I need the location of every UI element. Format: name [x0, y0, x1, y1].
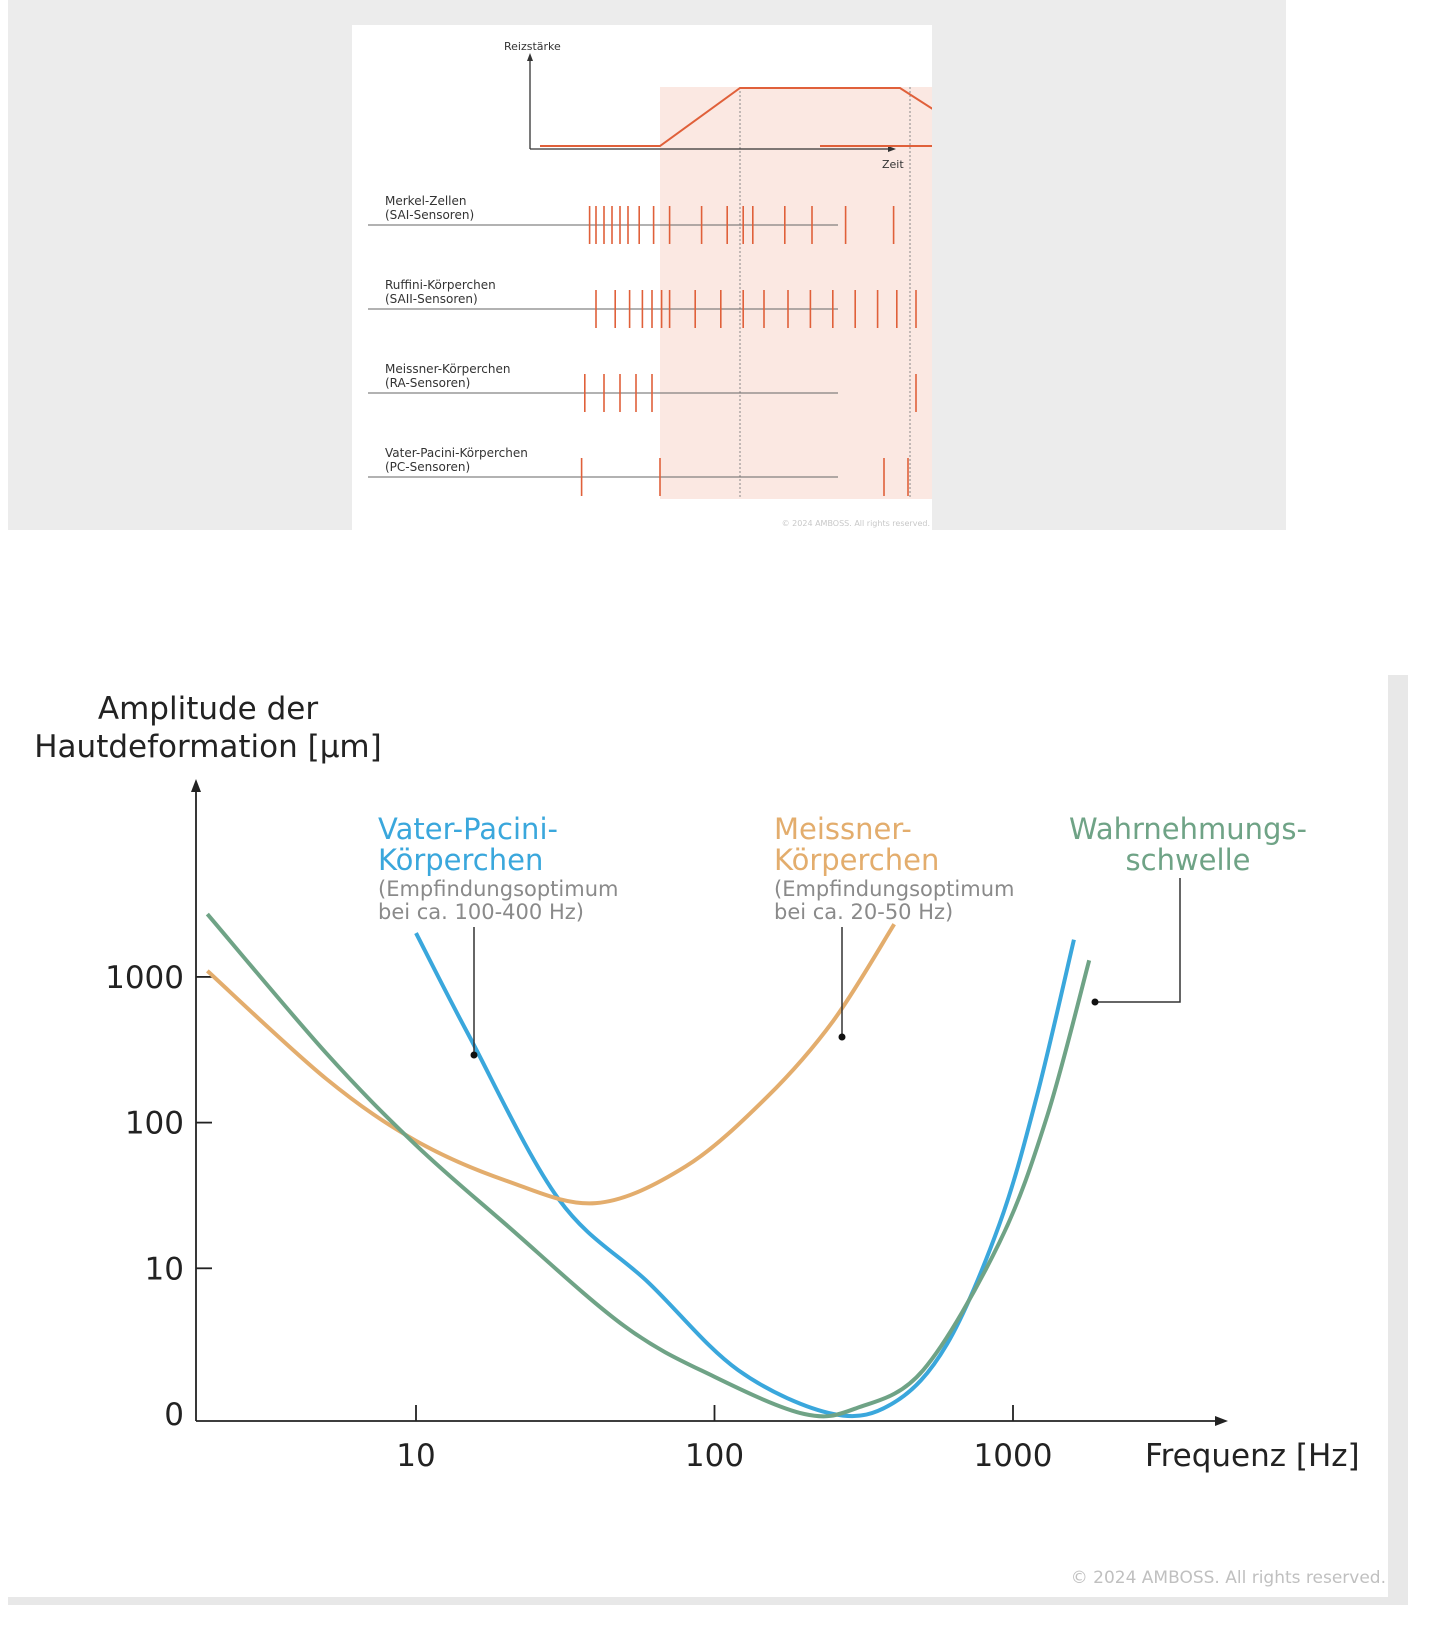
raster-label: Ruffini-Körperchen — [385, 278, 496, 292]
leader-threshold — [1095, 878, 1181, 1003]
y-axis-title-line1: Amplitude der — [98, 691, 318, 727]
raster-sublabel: (PC-Sensoren) — [385, 460, 470, 474]
top-copyright: © 2024 AMBOSS. All rights reserved. — [782, 519, 930, 528]
y-tick-label: 100 — [125, 1106, 184, 1142]
note-pacini-line2: bei ca. 100-400 Hz) — [378, 900, 584, 924]
stimulus-y-axis-label: Reizstärke — [504, 40, 561, 53]
raster-sublabel: (RA-Sensoren) — [385, 376, 470, 390]
receptor-firing-diagram: Reizstärke Zeit Merkel-Zellen (SAI-Sensor… — [352, 25, 994, 530]
raster-sublabel: (SAI-Sensoren) — [385, 208, 474, 222]
x-tick-label: 1000 — [974, 1438, 1053, 1474]
series-curve — [206, 923, 896, 1206]
note-meissner-line1: (Empfindungsoptimum — [774, 877, 1014, 901]
y-axis-title-line2: Hautdeformation [μm] — [34, 729, 381, 765]
x-tick-label: 100 — [685, 1438, 744, 1474]
leader-threshold-dot — [1091, 998, 1099, 1006]
label-meissner-line2: Körperchen — [774, 843, 939, 877]
label-pacini-line1: Vater-Pacini- — [378, 812, 558, 846]
y-tick-label: 1000 — [105, 960, 184, 996]
series-curve — [414, 932, 1076, 1419]
series-curve — [205, 912, 1092, 1419]
stimulus-x-axis-arrow — [888, 146, 896, 152]
x-axis-title: Frequenz [Hz] — [1145, 1438, 1360, 1474]
stimulus-y-axis-arrow — [527, 53, 533, 61]
leader-pacini-dot — [470, 1051, 478, 1059]
note-pacini-line1: (Empfindungsoptimum — [378, 877, 618, 901]
label-threshold-line1: Wahrnehmungs- — [1069, 812, 1307, 846]
raster-label: Vater-Pacini-Körperchen — [385, 446, 528, 460]
stimulus-x-axis-label: Zeit — [882, 158, 904, 171]
receptor-firing-svg: Reizstärke Zeit Merkel-Zellen(SAI-Sensor… — [368, 40, 994, 528]
y-tick-label: 0 — [164, 1397, 184, 1433]
x-axis-arrow — [1215, 1416, 1228, 1426]
tactile-threshold-chart: Amplitude der Hautdeformation [μm] Frequ… — [8, 675, 1408, 1605]
note-meissner-line2: bei ca. 20-50 Hz) — [774, 900, 953, 924]
label-pacini-line2: Körperchen — [378, 843, 543, 877]
label-threshold-line2: schwelle — [1126, 843, 1251, 877]
label-meissner-line1: Meissner- — [774, 812, 912, 846]
raster-label: Meissner-Körperchen — [385, 362, 510, 376]
x-tick-label: 10 — [396, 1438, 435, 1474]
raster-sublabel: (SAII-Sensoren) — [385, 292, 478, 306]
bottom-border-strip — [8, 1597, 1408, 1605]
y-axis-arrow — [191, 779, 201, 792]
raster-label: Merkel-Zellen — [385, 194, 467, 208]
tactile-threshold-svg: Amplitude der Hautdeformation [μm] Frequ… — [34, 691, 1386, 1588]
y-tick-label: 10 — [145, 1251, 184, 1287]
right-border-strip — [1388, 675, 1408, 1605]
bottom-copyright: © 2024 AMBOSS. All rights reserved. — [1071, 1568, 1386, 1588]
leader-meissner-dot — [838, 1033, 846, 1041]
